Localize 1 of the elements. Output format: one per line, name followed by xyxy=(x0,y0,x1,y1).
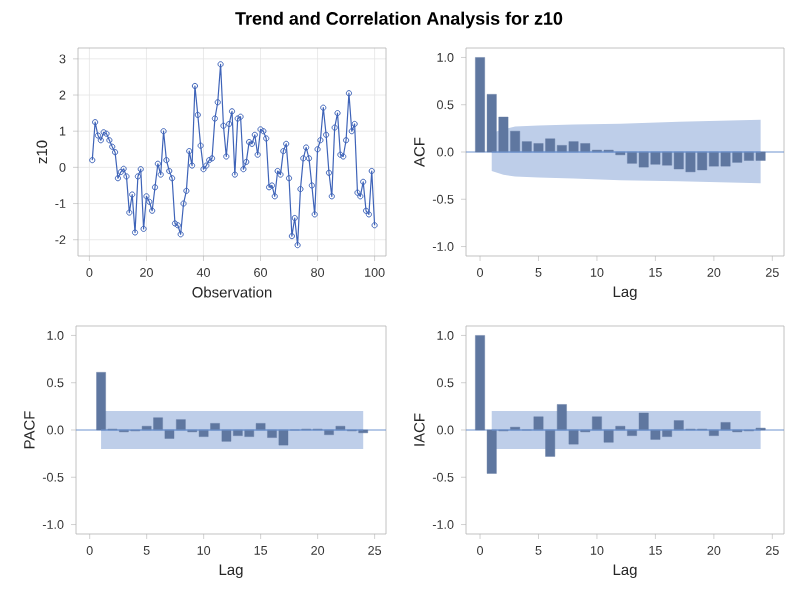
chart-title: Trend and Correlation Analysis for z10 xyxy=(235,11,563,29)
